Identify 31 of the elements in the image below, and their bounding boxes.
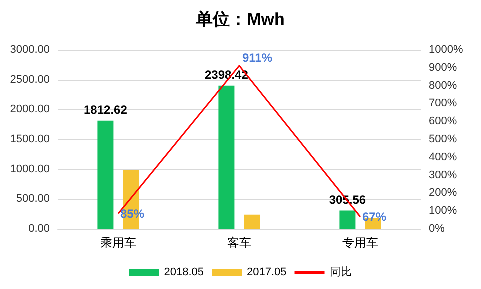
bar <box>340 210 356 229</box>
y2-tick-label: 800% <box>429 80 458 92</box>
y-tick-label: 1500.00 <box>10 134 50 146</box>
y-tick-label: 1000.00 <box>10 163 50 176</box>
y2-tick-label: 500% <box>429 134 458 146</box>
x-tick-label: 乘用车 <box>100 236 136 250</box>
x-tick-label: 专用车 <box>342 236 378 250</box>
y2-tick-label: 0% <box>429 223 446 235</box>
y2-tick-label: 400% <box>429 151 458 164</box>
legend-label: 同比 <box>330 266 352 278</box>
x-tick-label: 客车 <box>228 236 252 250</box>
y-tick-label: 2500.00 <box>10 74 50 86</box>
y-tick-label: 3000.00 <box>10 44 50 56</box>
legend-label: 2017.05 <box>247 266 287 278</box>
legend-label: 2018.05 <box>164 266 204 278</box>
data-label: 1812.62 <box>84 102 128 117</box>
bar <box>244 214 260 229</box>
y2-tick-label: 600% <box>429 116 458 128</box>
bar <box>218 86 235 229</box>
y2-tick-label: 900% <box>429 62 458 74</box>
y2-tick-label: 100% <box>429 205 458 218</box>
y2-tick-label: 300% <box>429 169 458 182</box>
bar <box>98 120 114 229</box>
chart-title: 单位：Mwh <box>195 10 285 29</box>
y-tick-label: 0.00 <box>28 223 50 235</box>
y2-tick-label: 200% <box>429 187 458 200</box>
y-tick-label: 500.00 <box>16 193 50 206</box>
y2-tick-label: 700% <box>429 98 458 110</box>
y2-tick-label: 1000% <box>429 44 464 56</box>
data-label: 911% <box>242 50 273 65</box>
y-tick-label: 2000.00 <box>10 104 50 116</box>
